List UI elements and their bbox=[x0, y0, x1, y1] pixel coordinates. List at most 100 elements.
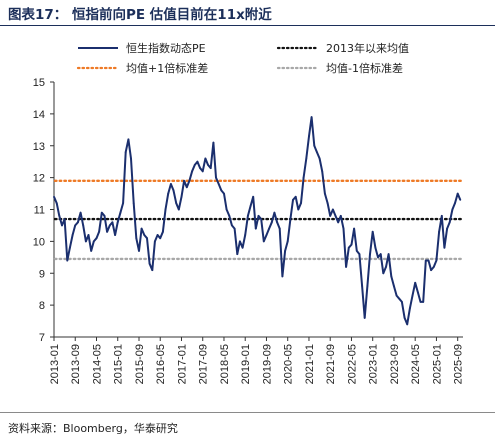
x-tick-label: 2019-09 bbox=[261, 344, 273, 384]
pe-data-point bbox=[236, 253, 239, 256]
pe-data-point bbox=[443, 246, 446, 249]
pe-data-point bbox=[329, 215, 332, 217]
pe-data-point bbox=[79, 211, 82, 214]
y-tick-label: 12 bbox=[33, 173, 45, 185]
pe-data-point bbox=[162, 230, 164, 233]
y-tick-label: 8 bbox=[39, 300, 45, 312]
x-tick-label: 2025-01 bbox=[431, 344, 443, 384]
pe-data-point bbox=[177, 208, 180, 211]
pe-data-point bbox=[53, 195, 55, 198]
y-tick-label: 9 bbox=[39, 268, 45, 280]
pe-data-point bbox=[313, 144, 316, 147]
pe-data-point bbox=[390, 275, 393, 278]
pe-data-point bbox=[223, 192, 225, 195]
pe-data-point bbox=[111, 221, 114, 224]
pe-data-point bbox=[262, 240, 265, 243]
pe-data-point bbox=[273, 211, 276, 214]
pe-data-point bbox=[438, 230, 440, 233]
pe-series-line bbox=[53, 116, 462, 326]
pe-data-point bbox=[175, 202, 178, 205]
pe-data-point bbox=[294, 195, 297, 198]
pe-data-point bbox=[239, 240, 241, 243]
pe-data-point bbox=[292, 199, 294, 201]
pe-data-point bbox=[249, 205, 252, 208]
pe-data-point bbox=[191, 170, 194, 173]
legend-label-minus1sd: 均值-1倍标准差 bbox=[326, 61, 403, 75]
x-tick-label: 2016-05 bbox=[155, 344, 167, 384]
pe-data-point bbox=[379, 253, 382, 256]
pe-data-point bbox=[201, 170, 204, 173]
pe-data-point bbox=[377, 256, 379, 259]
pe-data-point bbox=[127, 138, 130, 141]
pe-data-point bbox=[135, 237, 138, 240]
pe-data-point bbox=[196, 160, 199, 163]
y-tick-label: 13 bbox=[33, 141, 45, 153]
pe-data-point bbox=[334, 215, 337, 217]
x-tick-label: 2021-01 bbox=[304, 344, 316, 384]
pe-data-point bbox=[225, 208, 228, 211]
pe-data-point bbox=[265, 234, 268, 236]
pe-data-point bbox=[324, 192, 326, 195]
pe-data-point bbox=[204, 157, 207, 160]
x-tick-label: 2014-05 bbox=[91, 344, 103, 384]
pe-data-point bbox=[260, 218, 263, 221]
pe-data-point bbox=[345, 266, 347, 268]
pe-data-point bbox=[74, 224, 77, 227]
pe-data-point bbox=[385, 266, 387, 268]
pe-data-point bbox=[85, 240, 87, 243]
pe-data-point bbox=[366, 285, 369, 287]
pe-data-point bbox=[92, 240, 95, 243]
pe-data-point bbox=[451, 208, 454, 211]
pe-data-point bbox=[69, 246, 71, 249]
pe-data-point bbox=[430, 269, 432, 271]
pe-data-point bbox=[278, 227, 281, 230]
footer-rule bbox=[0, 412, 495, 413]
pe-data-point bbox=[148, 262, 151, 265]
pe-data-point bbox=[342, 227, 345, 230]
pe-data-point bbox=[355, 250, 358, 252]
pe-data-point bbox=[363, 317, 366, 319]
pe-data-point bbox=[332, 208, 334, 211]
pe-data-point bbox=[95, 237, 98, 240]
pe-chart: 恒生指数动态PE 2013年以来均值 均值+1倍标准差 均值-1倍标准差 7 8 9… bbox=[33, 41, 465, 384]
pe-data-point bbox=[371, 230, 374, 233]
pe-data-point bbox=[268, 227, 270, 230]
pe-data-point bbox=[281, 275, 284, 278]
pe-data-point bbox=[395, 294, 398, 297]
pe-data-point bbox=[138, 250, 140, 252]
source-note: 资料来源：Bloomberg，华泰研究 bbox=[8, 422, 178, 435]
y-tick-label: 11 bbox=[34, 205, 45, 217]
x-tick-label: 2021-09 bbox=[325, 344, 337, 384]
pe-data-point bbox=[454, 202, 456, 205]
pe-data-point bbox=[289, 218, 292, 221]
pe-data-point bbox=[432, 266, 435, 268]
pe-data-point bbox=[419, 301, 422, 303]
x-tick-label: 2013-09 bbox=[70, 344, 82, 384]
x-tick-label: 2013-01 bbox=[49, 344, 61, 384]
pe-data-point bbox=[132, 202, 135, 205]
pe-data-point bbox=[337, 221, 340, 224]
y-tick-label: 10 bbox=[33, 236, 45, 248]
pe-data-point bbox=[257, 215, 260, 217]
pe-data-point bbox=[422, 301, 425, 303]
pe-data-point bbox=[414, 281, 417, 284]
pe-data-point bbox=[114, 234, 116, 236]
pe-data-point bbox=[106, 230, 108, 233]
pe-data-point bbox=[286, 240, 289, 243]
pe-data-point bbox=[305, 157, 308, 160]
pe-data-point bbox=[87, 234, 90, 236]
pe-data-point bbox=[154, 240, 156, 243]
pe-data-point bbox=[215, 176, 217, 179]
pe-data-point bbox=[130, 157, 132, 160]
pe-data-point bbox=[228, 215, 231, 217]
pe-data-point bbox=[98, 230, 100, 233]
pe-data-point bbox=[108, 224, 111, 227]
title-rule bbox=[0, 25, 495, 26]
pe-data-point bbox=[300, 202, 302, 205]
pe-data-point bbox=[220, 189, 223, 192]
pe-data-point bbox=[170, 183, 172, 185]
pe-data-point bbox=[417, 291, 419, 294]
x-tick-label: 2019-01 bbox=[240, 344, 252, 384]
pe-data-point bbox=[180, 195, 183, 198]
pe-data-point bbox=[387, 253, 390, 256]
